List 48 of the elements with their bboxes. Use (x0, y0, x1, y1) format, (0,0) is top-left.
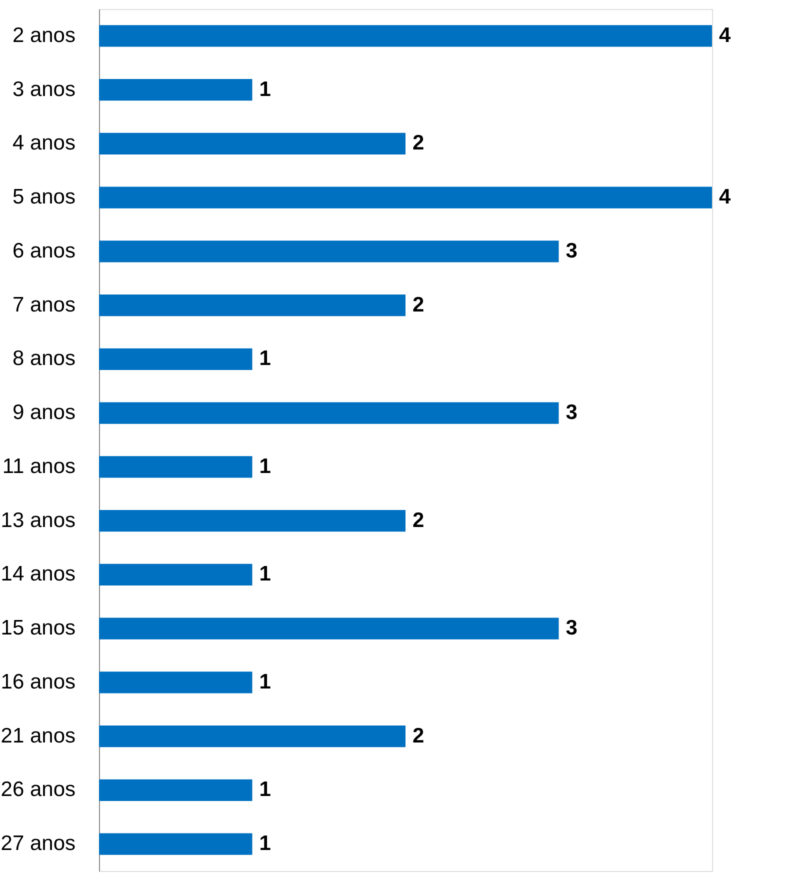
data-label: 1 (259, 454, 272, 478)
y-tick-label: 9 anos (12, 401, 76, 424)
data-label: 4 (719, 24, 731, 47)
bar (99, 779, 252, 801)
y-tick-label: 5 anos (12, 186, 76, 209)
y-tick-label: 21 anos (0, 724, 76, 748)
bar (99, 186, 712, 208)
bar (99, 132, 406, 154)
bar (99, 510, 406, 532)
data-label: 1 (259, 347, 272, 370)
bar (99, 833, 252, 855)
bar (99, 402, 559, 424)
y-tick-label: 3 anos (12, 78, 76, 101)
bar (99, 25, 712, 47)
y-tick-label: 4 anos (12, 132, 76, 155)
bar (99, 672, 252, 694)
y-tick-label: 26 anos (0, 778, 76, 802)
data-label: 4 (719, 186, 731, 209)
y-tick-label: 27 anos (0, 832, 76, 856)
bar (99, 294, 406, 316)
y-tick-label: 15 anos (0, 616, 76, 640)
data-label: 1 (259, 832, 272, 856)
bar (99, 726, 406, 748)
bar (99, 456, 252, 478)
y-tick-label: 14 anos (0, 562, 76, 586)
data-label: 1 (259, 78, 272, 101)
y-tick-label: 7 anos (12, 293, 76, 316)
y-tick-label: 16 anos (0, 670, 76, 694)
y-tick-label: 2 anos (12, 24, 76, 47)
data-label: 2 (412, 724, 424, 748)
bar (99, 618, 559, 640)
bar (99, 79, 252, 101)
data-label: 2 (412, 132, 424, 155)
y-tick-label: 6 anos (12, 239, 76, 262)
bar (99, 240, 559, 262)
data-label: 2 (412, 293, 424, 316)
y-tick-label: 13 anos (0, 508, 76, 532)
data-label: 3 (566, 616, 578, 640)
data-label: 2 (412, 508, 424, 532)
y-tick-label: 8 anos (12, 347, 76, 370)
data-label: 1 (259, 778, 272, 802)
data-label: 1 (259, 670, 272, 694)
bar (99, 564, 252, 586)
y-tick-label: 11 anos (2, 454, 76, 478)
data-label: 3 (566, 239, 578, 262)
bar (99, 348, 252, 370)
data-label: 3 (566, 401, 578, 424)
data-label: 1 (259, 562, 272, 586)
